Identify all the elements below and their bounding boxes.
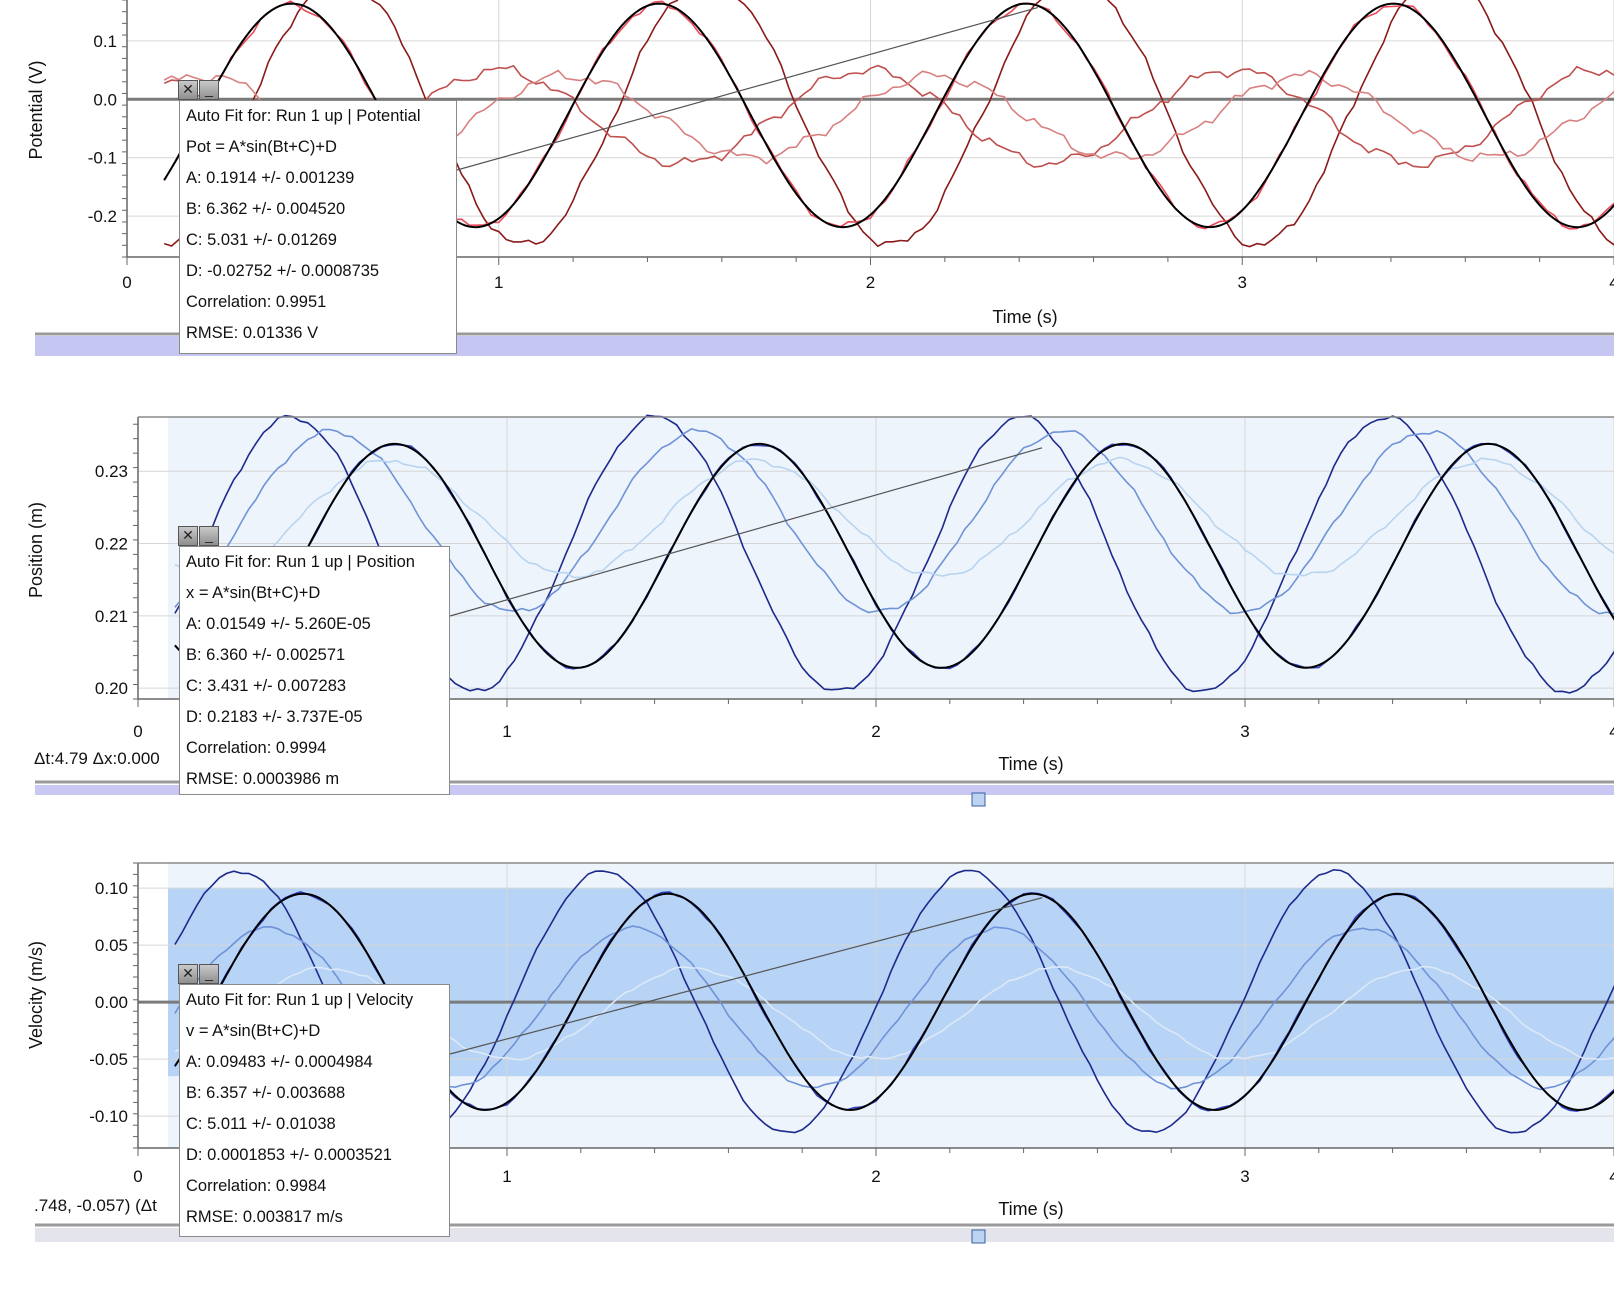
x-tick-label: 0: [122, 273, 131, 292]
minimize-icon[interactable]: _: [199, 964, 219, 984]
minimize-icon[interactable]: _: [199, 526, 219, 546]
x-tick-label: 0: [133, 1167, 142, 1186]
y-tick-label: 0.22: [95, 535, 128, 554]
fit-rmse: RMSE: 0.0003986 m: [186, 770, 340, 788]
x-tick-label: 1: [502, 722, 511, 741]
fit-title: Auto Fit for: Run 1 up | Velocity: [186, 991, 414, 1009]
data-series-2: [174, 456, 1614, 580]
fit-correlation: Correlation: 0.9951: [186, 293, 327, 311]
y-axis-title: Velocity (m/s): [26, 941, 46, 1049]
y-tick-label: 0.10: [95, 879, 128, 898]
fit-param-b: B: 6.360 +/- 0.002571: [186, 646, 346, 664]
fit-param-c: C: 5.011 +/- 0.01038: [186, 1115, 336, 1133]
fit-param-a: A: 0.09483 +/- 0.0004984: [186, 1053, 373, 1071]
fit-correlation: Correlation: 0.9994: [186, 739, 327, 757]
x-axis-title: Time (s): [998, 754, 1063, 774]
y-axis-title: Position (m): [26, 502, 46, 598]
y-tick-label: 0.0: [93, 90, 117, 109]
fit-param-b: B: 6.362 +/- 0.004520: [186, 200, 346, 218]
fit-box-velocity[interactable]: Auto Fit for: Run 1 up | Velocity v = A*…: [179, 984, 450, 1237]
fit-title: Auto Fit for: Run 1 up | Position: [186, 553, 415, 571]
y-tick-label: 0.20: [95, 679, 128, 698]
fit-param-c: C: 5.031 +/- 0.01269: [186, 231, 337, 249]
fit-param-a: A: 0.01549 +/- 5.260E-05: [186, 615, 371, 633]
x-tick-label: 2: [866, 273, 875, 292]
fit-box-potential[interactable]: Auto Fit for: Run 1 up | Potential Pot =…: [179, 100, 457, 354]
coordinate-readout: .748, -0.057) (Δt: [34, 1196, 157, 1215]
y-tick-label: -0.10: [89, 1107, 128, 1126]
fit-param-d: D: 0.2183 +/- 3.737E-05: [186, 708, 363, 726]
y-tick-label: -0.2: [88, 207, 117, 226]
x-tick-label: 4: [1609, 722, 1614, 741]
pane-resize-handle[interactable]: [971, 792, 986, 807]
x-axis-title: Time (s): [998, 1199, 1063, 1219]
x-tick-label: 3: [1238, 273, 1247, 292]
data-series-1: [174, 428, 1614, 615]
x-tick-label: 3: [1240, 1167, 1249, 1186]
close-icon[interactable]: ✕: [178, 964, 198, 984]
fit-param-d: D: 0.0001853 +/- 0.0003521: [186, 1146, 392, 1164]
fit-param-c: C: 3.431 +/- 0.007283: [186, 677, 347, 695]
fit-param-a: A: 0.1914 +/- 0.001239: [186, 169, 355, 187]
y-tick-label: 0.23: [95, 462, 128, 481]
y-tick-label: 0.21: [95, 607, 128, 626]
fit-rmse: RMSE: 0.003817 m/s: [186, 1208, 343, 1226]
fit-equation: v = A*sin(Bt+C)+D: [186, 1022, 321, 1040]
x-axis-title: Time (s): [992, 307, 1057, 327]
fit-param-b: B: 6.357 +/- 0.003688: [186, 1084, 346, 1102]
fit-title: Auto Fit for: Run 1 up | Potential: [186, 107, 421, 125]
data-series-0: [163, 0, 1614, 248]
close-icon[interactable]: ✕: [178, 526, 198, 546]
x-tick-label: 1: [494, 273, 503, 292]
delta-readout: Δt:4.79 Δx:0.000: [34, 749, 160, 768]
y-tick-label: 0.1: [93, 32, 117, 51]
x-tick-label: 2: [871, 722, 880, 741]
fit-leader-line: [449, 897, 1043, 1055]
fit-param-d: D: -0.02752 +/- 0.0008735: [186, 262, 380, 280]
pane-resize-handle[interactable]: [971, 1229, 986, 1244]
y-tick-label: 0.00: [95, 993, 128, 1012]
scroll-band[interactable]: [35, 785, 1614, 795]
minimize-icon[interactable]: _: [199, 80, 219, 100]
y-tick-label: -0.1: [88, 149, 117, 168]
fit-curve: [174, 442, 1614, 669]
close-icon[interactable]: ✕: [178, 80, 198, 100]
y-axis-title: Potential (V): [26, 60, 46, 159]
x-tick-label: 4: [1609, 273, 1614, 292]
fit-equation: Pot = A*sin(Bt+C)+D: [186, 138, 337, 156]
x-tick-label: 1: [502, 1167, 511, 1186]
x-tick-label: 3: [1240, 722, 1249, 741]
fit-rmse: RMSE: 0.01336 V: [186, 324, 319, 342]
fit-equation: x = A*sin(Bt+C)+D: [186, 584, 321, 602]
y-tick-label: 0.05: [95, 936, 128, 955]
fit-box-position[interactable]: Auto Fit for: Run 1 up | Position x = A*…: [179, 546, 450, 795]
x-tick-label: 4: [1609, 1167, 1614, 1186]
fit-leader-line: [449, 447, 1043, 617]
x-tick-label: 0: [133, 722, 142, 741]
fit-correlation: Correlation: 0.9984: [186, 1177, 327, 1195]
x-tick-label: 2: [871, 1167, 880, 1186]
fit-leader-line: [456, 6, 1038, 171]
y-tick-label: -0.05: [89, 1050, 128, 1069]
